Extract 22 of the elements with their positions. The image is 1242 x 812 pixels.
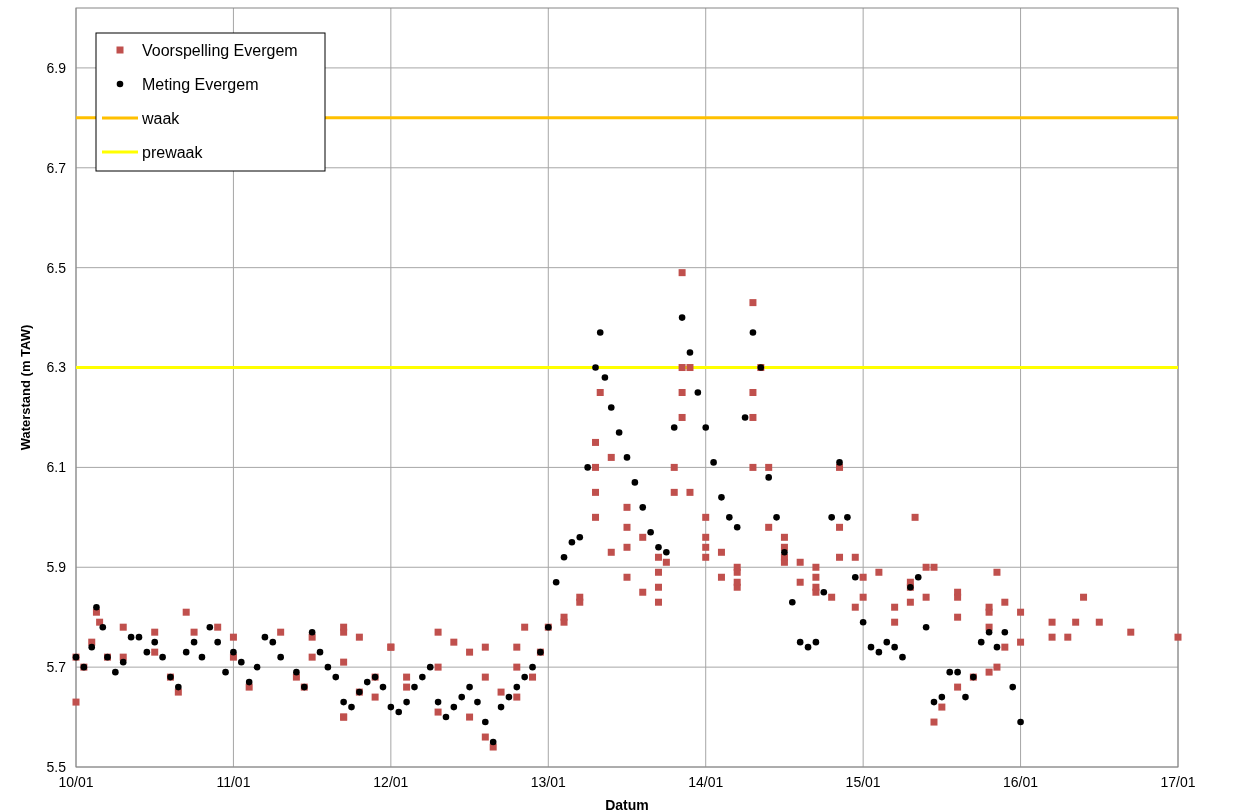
x-tick-label: 15/01 [845, 774, 881, 790]
legend-label: Meting Evergem [142, 75, 259, 93]
y-tick-label: 6.7 [46, 159, 67, 176]
y-tick-label: 6.3 [46, 359, 67, 376]
legend-label: Voorspelling Evergem [142, 41, 298, 59]
x-tick-label: 10/01 [58, 774, 94, 790]
y-axis-title: Waterstand (m TAW) [18, 324, 33, 451]
x-tick-label: 13/01 [530, 774, 567, 790]
y-tick-label: 5.7 [46, 659, 67, 676]
y-tick-label: 6.1 [46, 459, 67, 476]
y-tick-label: 5.5 [46, 758, 67, 775]
x-tick-label: 12/01 [373, 774, 409, 790]
x-tick-label: 16/01 [1003, 774, 1039, 790]
y-tick-label: 6.5 [46, 259, 67, 276]
legend-label: prewaak [142, 143, 204, 161]
x-axis-title: Datum [605, 797, 649, 812]
y-tick-label: 6.9 [46, 59, 67, 76]
ref-line-label: waak [141, 109, 181, 127]
y-tick-label: 5.9 [46, 559, 67, 576]
x-tick-label: 11/01 [216, 774, 251, 790]
x-tick-label: 17/01 [1160, 774, 1196, 790]
x-tick-label: 14/01 [688, 774, 724, 790]
